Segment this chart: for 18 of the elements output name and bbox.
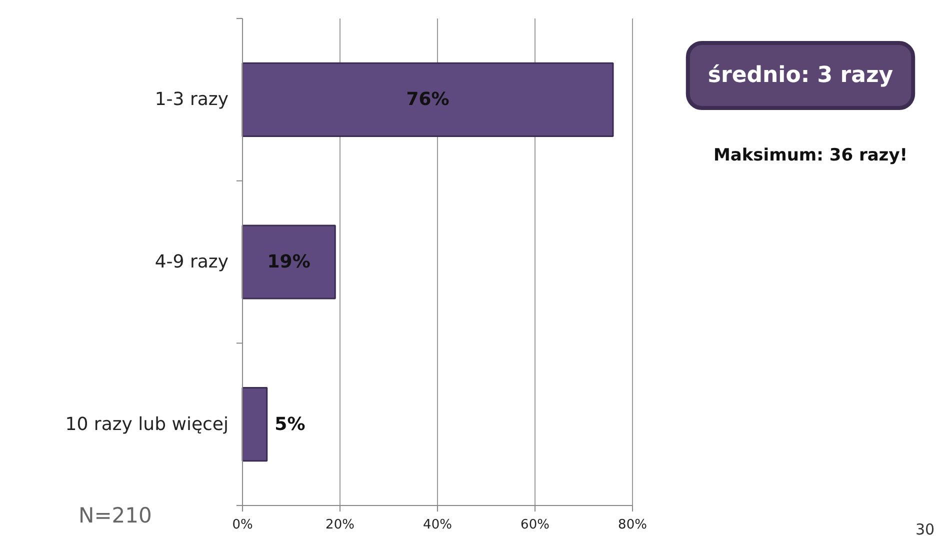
data-label: 76% [406,89,450,110]
x-tick-label: 20% [326,518,354,532]
bar [242,62,614,137]
x-tick-label: 60% [520,518,550,532]
text: N=210 [78,504,152,528]
y-tick-label: 1-3 razy [154,89,229,110]
x-tick-label: 0% [232,518,253,532]
data-label: 19% [267,252,310,272]
bar [242,224,336,300]
text: 30 [916,520,935,536]
bar [242,387,268,462]
y-tick-label: 10 razy lub więcej [65,414,229,435]
x-tick-label: 40% [423,518,452,532]
x-tick-label: 80% [618,518,647,532]
data-label: 5% [274,414,306,435]
text: Maksimum: 36 razy! [713,146,908,166]
text: średnio: 3 razy [708,63,894,88]
y-tick-label: 4-9 razy [154,252,229,272]
